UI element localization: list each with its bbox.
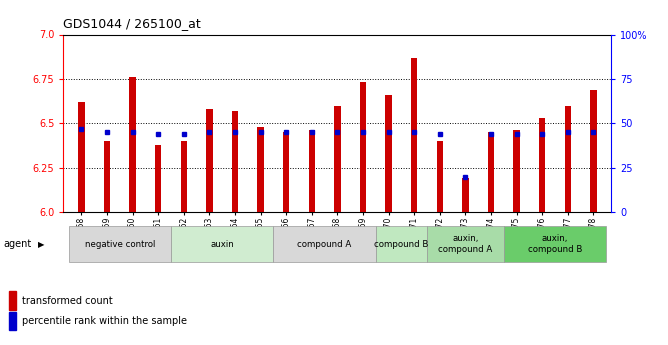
Text: auxin: auxin (210, 239, 234, 249)
FancyBboxPatch shape (273, 226, 375, 262)
Bar (309, 130, 315, 212)
Text: transformed count: transformed count (23, 296, 113, 306)
Bar (411, 58, 418, 212)
Bar (130, 77, 136, 212)
FancyBboxPatch shape (171, 226, 273, 262)
Bar (104, 141, 110, 212)
Bar (155, 145, 162, 212)
Bar (232, 111, 238, 212)
Bar (360, 82, 366, 212)
Bar (539, 118, 545, 212)
Text: percentile rank within the sample: percentile rank within the sample (23, 316, 188, 326)
Text: agent: agent (3, 239, 31, 249)
Text: compound B: compound B (374, 239, 428, 249)
FancyBboxPatch shape (504, 226, 606, 262)
Bar (462, 178, 468, 212)
Text: GDS1044 / 265100_at: GDS1044 / 265100_at (63, 17, 201, 30)
Text: auxin,
compound B: auxin, compound B (528, 234, 582, 254)
Bar (513, 130, 520, 212)
Bar (385, 95, 391, 212)
Bar (180, 141, 187, 212)
Bar (334, 106, 341, 212)
Text: auxin,
compound A: auxin, compound A (438, 234, 492, 254)
Bar (283, 132, 289, 212)
FancyBboxPatch shape (375, 226, 427, 262)
Bar (590, 90, 597, 212)
FancyBboxPatch shape (427, 226, 504, 262)
Bar (436, 141, 443, 212)
FancyBboxPatch shape (69, 226, 171, 262)
Bar (9, 312, 16, 331)
Text: ▶: ▶ (38, 239, 45, 249)
Text: negative control: negative control (85, 239, 155, 249)
Bar (564, 106, 571, 212)
Text: compound A: compound A (297, 239, 351, 249)
Bar (257, 127, 264, 212)
Bar (206, 109, 212, 212)
Bar (488, 132, 494, 212)
Bar (9, 291, 16, 310)
Bar (78, 102, 85, 212)
